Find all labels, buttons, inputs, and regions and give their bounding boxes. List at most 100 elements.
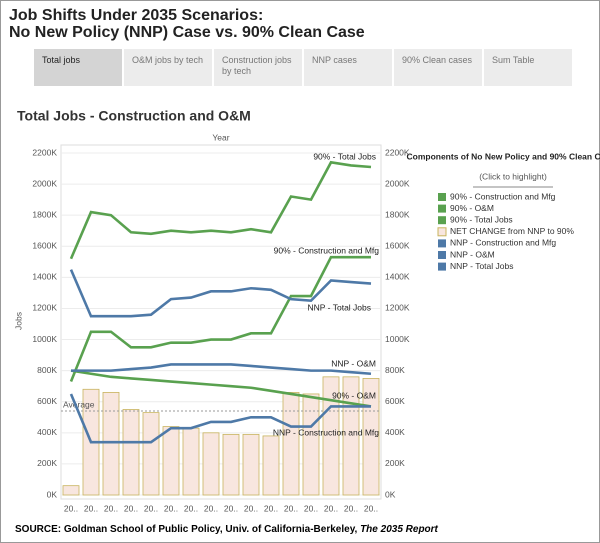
x-tick-label: 20.. [84,503,98,513]
legend-label[interactable]: NNP - Total Jobs [450,261,513,271]
y2-tick-label: 2200K [385,147,410,157]
legend-label[interactable]: 90% - O&M [450,203,494,213]
y-tick-label: 1200K [32,303,57,313]
y-tick-label: 200K [37,458,57,468]
bar [202,432,220,496]
y2-tick-label: 400K [385,427,405,437]
x-tick-label: 20.. [124,503,138,513]
legend-title: Components of No New Policy and 90% Clea… [406,151,600,161]
legend-label[interactable]: NNP - Construction and Mfg [450,238,556,248]
chart-title: Total Jobs - Construction and O&M [17,108,251,124]
y2-tick-label: 1400K [385,272,410,282]
annotation: 90% - O&M [332,390,376,400]
title-line: Job Shifts Under 2035 Scenarios: [9,7,264,24]
chart: Total Jobs - Construction and O&M Year J… [13,108,600,514]
legend-subtitle: (Click to highlight) [479,171,547,181]
source-prefix: SOURCE: [15,524,62,535]
average-label: Average [63,399,95,409]
x-tick-label: 20.. [364,503,378,513]
bar [242,433,260,496]
annotation: NNP - Construction and Mfg [273,427,379,437]
annotation: 90% - Construction and Mfg [274,245,380,255]
y-tick-label: 1400K [32,272,57,282]
y2-tick-label: 600K [385,396,405,406]
header: Job Shifts Under 2035 Scenarios: No New … [9,7,365,41]
tab-bar: Total jobs O&M jobs by tech Construction j… [34,49,572,86]
line [69,269,372,318]
bar [122,409,140,496]
line [69,255,371,383]
x-tick-label: 20.. [324,503,338,513]
y-tick-label: 400K [37,427,57,437]
x-tick-label: 20.. [144,503,158,513]
line [69,393,371,444]
annotation: NNP - Total Jobs [308,302,371,312]
annotation: NNP - O&M [331,358,376,368]
x-axis-title: Year [212,132,229,142]
x-tick-label: 20.. [224,503,238,513]
y-axis-title: Jobs [13,312,23,330]
bar [302,393,320,496]
y2-tick-label: 1800K [385,209,410,219]
legend-swatch[interactable] [437,227,447,237]
x-tick-label: 20.. [204,503,218,513]
legend-swatch[interactable] [438,239,446,248]
bar [62,485,80,496]
tab[interactable]: Construction jobs by tech [214,49,302,86]
annotation: 90% - Total Jobs [313,151,376,161]
legend-label[interactable]: NET CHANGE from NNP to 90% [450,226,574,236]
line [70,369,372,408]
title-line: No New Policy (NNP) Case vs. 90% Clean C… [9,24,365,41]
tab[interactable]: O&M jobs by tech [124,49,212,86]
y-tick-label: 1800K [32,209,57,219]
legend-label[interactable]: 90% - Construction and Mfg [450,191,556,201]
y2-tick-label: 800K [385,365,405,375]
bar [142,412,160,496]
y-tick-label: 2200K [32,147,57,157]
bar [182,427,200,496]
plot-frame [60,144,382,500]
source: SOURCE: Goldman School of Public Policy,… [15,524,438,535]
bar [222,433,240,496]
y-tick-label: 0K [47,489,58,499]
tab[interactable]: Sum Table [484,49,572,86]
x-tick-label: 20.. [244,503,258,513]
y2-tick-label: 1000K [385,334,410,344]
x-tick-label: 20.. [344,503,358,513]
line [69,160,372,260]
x-tick-label: 20.. [284,503,298,513]
y2-tick-label: 1200K [385,303,410,313]
bar [162,426,180,496]
line [71,363,372,376]
x-tick-label: 20.. [264,503,278,513]
x-tick-label: 20.. [164,503,178,513]
source-text: Goldman School of Public Policy, Univ. o… [63,524,358,535]
legend-swatch[interactable] [438,204,446,213]
y-tick-label: 1000K [32,334,57,344]
tab[interactable]: NNP cases [304,49,392,86]
legend-label[interactable]: NNP - O&M [450,249,495,259]
x-tick-label: 20.. [304,503,318,513]
y2-tick-label: 1600K [385,241,410,251]
tab[interactable]: 90% Clean cases [394,49,482,86]
bar [282,391,300,496]
y-tick-label: 800K [37,365,57,375]
legend-swatch[interactable] [438,251,446,259]
bar [262,435,280,496]
legend-swatch[interactable] [438,262,446,271]
y-tick-label: 600K [37,396,57,406]
y2-tick-label: 200K [385,458,405,468]
bar [102,391,120,496]
legend-swatch[interactable] [438,216,446,225]
y-tick-label: 1600K [32,241,57,251]
x-tick-label: 20.. [64,503,78,513]
source-report: The 2035 Report [360,524,438,535]
x-tick-label: 20.. [104,503,118,513]
x-tick-label: 20.. [184,503,198,513]
legend-label[interactable]: 90% - Total Jobs [450,214,513,224]
legend-swatch[interactable] [438,193,446,201]
tab[interactable]: Total jobs [34,49,122,86]
y2-tick-label: 2000K [385,178,410,188]
y2-tick-label: 0K [385,489,396,499]
